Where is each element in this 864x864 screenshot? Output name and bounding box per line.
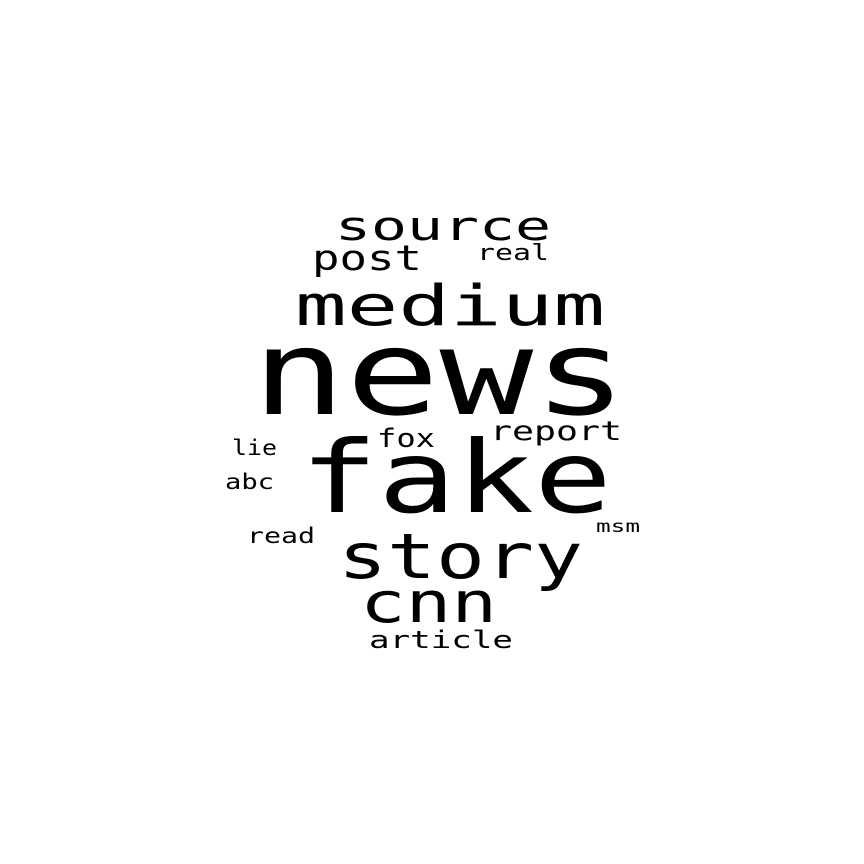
word-article: article	[369, 626, 513, 654]
word-medium: medium	[295, 274, 605, 339]
word-real: real	[477, 241, 549, 266]
word-post: post	[312, 239, 422, 279]
word-report: report	[490, 416, 622, 447]
word-abc: abc	[225, 470, 274, 494]
word-msm: msm	[596, 517, 640, 537]
word-lie: lie	[232, 436, 277, 460]
word-read: read	[247, 524, 315, 548]
word-fox: fox	[377, 424, 435, 454]
word-news: news	[252, 304, 627, 442]
word-fake: fake	[300, 419, 612, 536]
word-cnn: cnn	[360, 571, 497, 636]
word-source: source	[335, 204, 551, 250]
word-story: story	[338, 520, 583, 593]
